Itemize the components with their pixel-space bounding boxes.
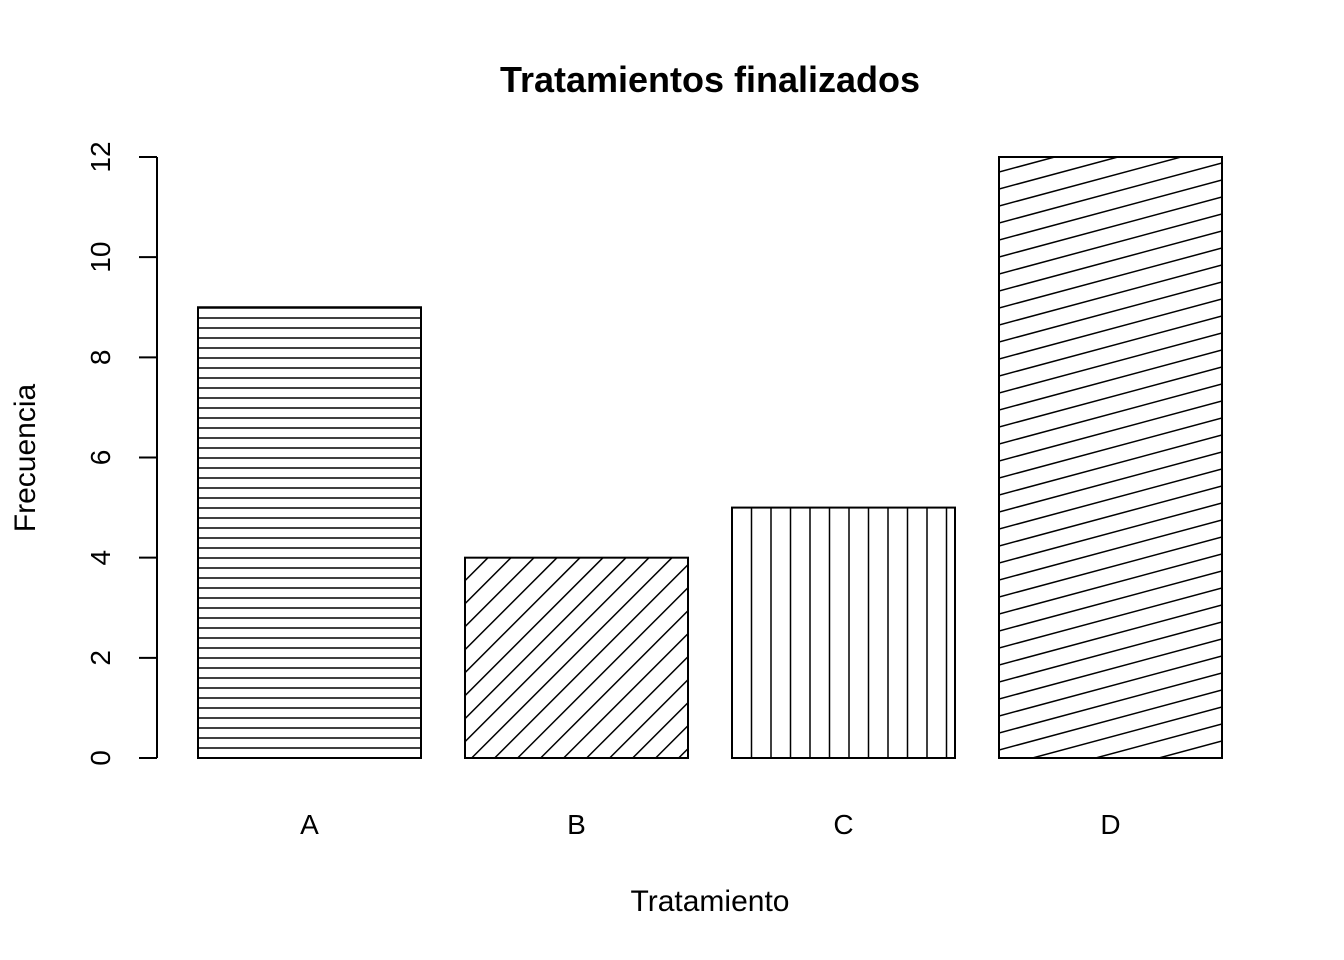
bar-outline [464,556,689,760]
y-tick-label: 12 [85,141,116,172]
y-axis-label: Frecuencia [9,383,42,532]
category-label: B [567,809,586,840]
bar-background [999,157,1222,758]
x-axis-label: Tratamiento [631,885,790,918]
bar-hatch [198,307,421,749]
bar [998,156,1223,759]
bar-outline [731,506,956,760]
category-label: C [833,809,853,840]
y-tick-label: 0 [85,750,116,766]
bar [731,506,956,760]
bar-hatch [750,507,948,758]
bar-hatch [465,557,688,759]
bar-background [732,507,955,758]
bar-outline [998,156,1223,759]
y-tick-label: 2 [85,650,116,666]
bar-background [465,557,688,758]
bar-background [198,307,421,758]
chart-title: Tratamientos finalizados [500,59,920,100]
y-tick-label: 8 [85,350,116,366]
y-tick-label: 6 [85,450,116,466]
bar [464,556,689,760]
bar [197,306,422,759]
category-labels: A B C D [300,809,1120,840]
category-label: D [1100,809,1120,840]
y-tick-label: 10 [85,242,116,273]
category-label: A [300,809,319,840]
y-tick-label: 4 [85,550,116,566]
y-axis: 0 2 4 6 8 10 12 [85,141,158,766]
bar-hatch [999,157,1222,758]
bar-outline [197,306,422,759]
bars-group [197,156,1223,760]
